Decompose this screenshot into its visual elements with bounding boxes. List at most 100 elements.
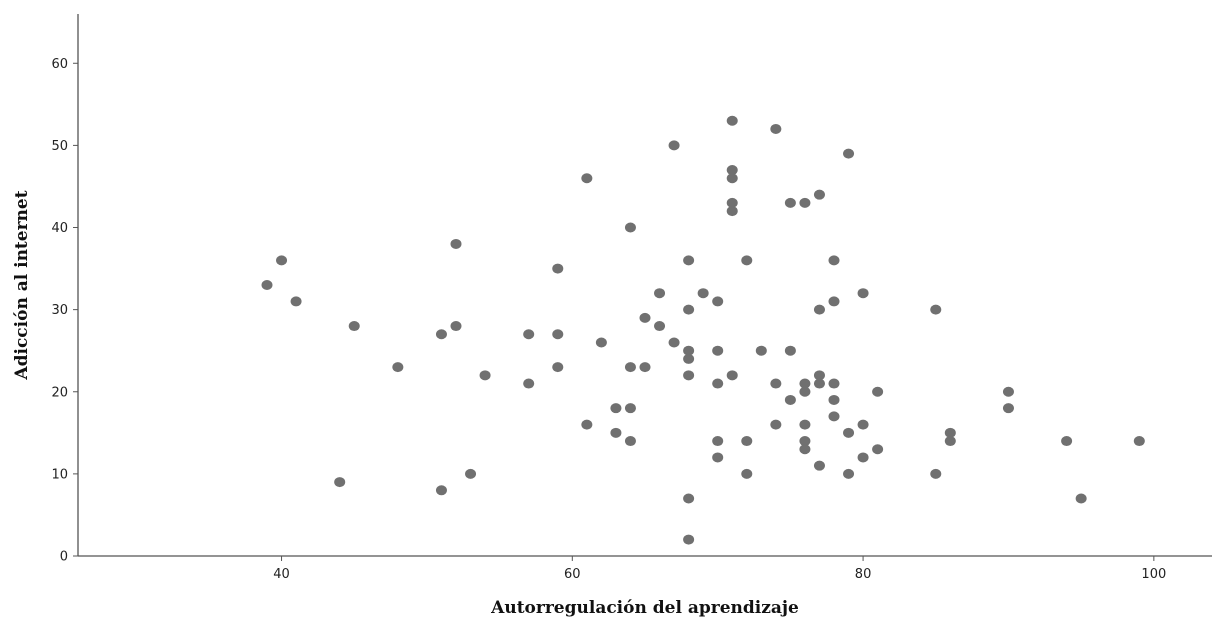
- y-axis-ticks: 0 10 20 30 40 50 60: [51, 57, 78, 565]
- data-point: [843, 468, 855, 479]
- data-point: [450, 321, 462, 332]
- data-point: [624, 222, 636, 233]
- data-point: [712, 436, 724, 447]
- data-point: [552, 263, 564, 274]
- data-point: [465, 468, 477, 479]
- data-point: [1002, 386, 1014, 397]
- x-tick-label: 80: [855, 567, 872, 582]
- data-point: [435, 485, 447, 496]
- data-point: [624, 362, 636, 373]
- data-point: [813, 460, 825, 471]
- data-point: [784, 394, 796, 405]
- data-point: [813, 189, 825, 200]
- data-point: [683, 255, 695, 266]
- data-point: [770, 419, 782, 430]
- y-tick-label: 50: [51, 139, 68, 154]
- data-point: [872, 386, 884, 397]
- data-point: [610, 427, 622, 438]
- data-point: [770, 378, 782, 389]
- data-point: [392, 362, 404, 373]
- data-point: [930, 468, 942, 479]
- data-point: [741, 436, 753, 447]
- data-point: [726, 206, 738, 217]
- data-point: [1002, 403, 1014, 414]
- data-point: [857, 452, 869, 463]
- x-axis-title: Autorregulación del aprendizaje: [490, 598, 799, 617]
- x-tick-label: 60: [564, 567, 581, 582]
- data-point: [799, 444, 811, 455]
- data-point: [872, 444, 884, 455]
- data-point: [654, 288, 666, 299]
- data-point: [1133, 436, 1145, 447]
- data-point: [435, 329, 447, 340]
- data-point: [857, 419, 869, 430]
- data-point: [726, 115, 738, 126]
- data-point: [712, 296, 724, 307]
- data-point: [712, 452, 724, 463]
- y-tick-label: 10: [51, 467, 68, 482]
- data-point: [828, 255, 840, 266]
- data-point: [799, 378, 811, 389]
- data-point: [450, 238, 462, 249]
- data-point: [828, 378, 840, 389]
- data-point: [726, 370, 738, 381]
- data-point: [784, 345, 796, 356]
- data-point: [726, 165, 738, 176]
- data-point: [683, 345, 695, 356]
- data-point: [668, 337, 680, 348]
- data-point: [1075, 493, 1087, 504]
- data-point: [828, 411, 840, 422]
- x-tick-label: 40: [273, 567, 290, 582]
- data-point: [697, 288, 709, 299]
- data-point: [683, 304, 695, 315]
- data-point: [944, 427, 956, 438]
- data-point: [276, 255, 288, 266]
- data-point: [683, 493, 695, 504]
- data-point: [843, 148, 855, 159]
- data-point: [712, 345, 724, 356]
- data-point: [523, 329, 535, 340]
- data-point: [552, 362, 564, 373]
- data-point: [799, 197, 811, 208]
- data-point: [654, 321, 666, 332]
- y-tick-label: 0: [60, 550, 68, 565]
- data-point: [712, 378, 724, 389]
- data-point: [726, 173, 738, 184]
- data-point: [726, 197, 738, 208]
- data-point: [770, 123, 782, 134]
- data-point: [799, 386, 811, 397]
- data-point: [944, 436, 956, 447]
- data-point: [755, 345, 767, 356]
- data-point: [668, 140, 680, 151]
- data-points: [261, 115, 1145, 545]
- data-point: [348, 321, 360, 332]
- data-point: [930, 304, 942, 315]
- data-point: [639, 362, 651, 373]
- data-point: [581, 173, 593, 184]
- y-tick-label: 20: [51, 385, 68, 400]
- x-tick-label: 100: [1141, 567, 1166, 582]
- data-point: [334, 477, 346, 488]
- data-point: [799, 436, 811, 447]
- data-point: [857, 288, 869, 299]
- y-tick-label: 40: [51, 221, 68, 236]
- data-point: [828, 296, 840, 307]
- data-point: [813, 378, 825, 389]
- x-axis-ticks: 40 60 80 100: [273, 556, 1166, 582]
- data-point: [741, 468, 753, 479]
- y-tick-label: 60: [51, 57, 68, 72]
- data-point: [639, 312, 651, 323]
- data-point: [261, 280, 273, 290]
- data-point: [624, 403, 636, 414]
- data-point: [741, 255, 753, 266]
- data-point: [479, 370, 491, 381]
- data-point: [683, 370, 695, 381]
- data-point: [813, 304, 825, 315]
- data-point: [610, 403, 622, 414]
- data-point: [683, 534, 695, 545]
- data-point: [843, 427, 855, 438]
- data-point: [523, 378, 535, 389]
- y-axis-title: Adicción al internet: [12, 190, 32, 380]
- data-point: [290, 296, 302, 307]
